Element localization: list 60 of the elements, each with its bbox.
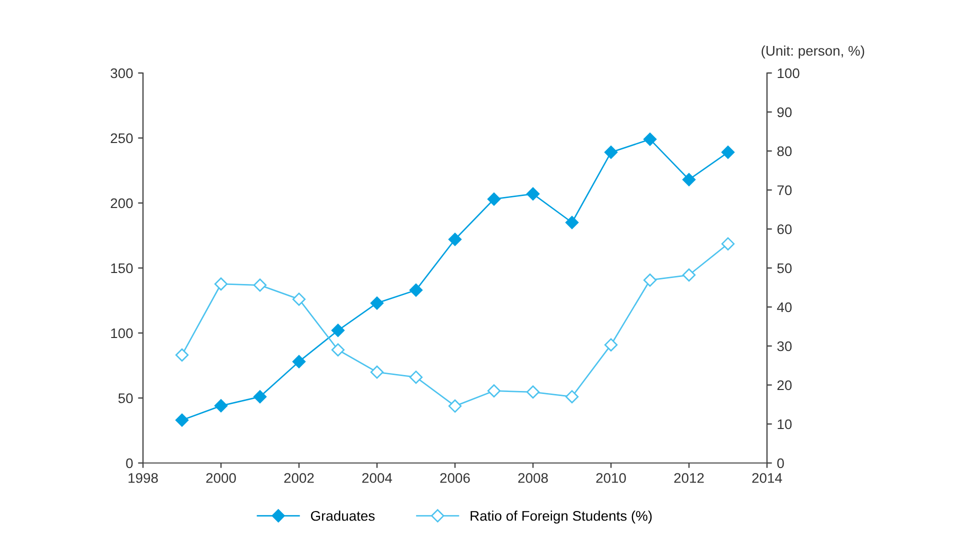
- y2-tick-label: 20: [777, 380, 792, 390]
- point: [370, 366, 384, 379]
- point: [721, 237, 735, 250]
- y2-tick-label: 80: [777, 146, 792, 156]
- x-tick-label: 2010: [596, 473, 626, 483]
- x-tick-label: 2012: [674, 473, 704, 483]
- x-tick-label: 2002: [284, 473, 314, 483]
- y-tick-label: 200: [110, 198, 133, 208]
- y2-tick-label: 30: [777, 341, 792, 352]
- point: [565, 216, 579, 230]
- y2-tick-label: 100: [778, 68, 800, 78]
- point: [643, 132, 657, 146]
- legend-label: Ratio of Foreign Students (%): [470, 510, 652, 524]
- point: [292, 355, 306, 368]
- point: [253, 278, 267, 292]
- point: [448, 232, 462, 246]
- point: [526, 187, 540, 200]
- x-tick-label: 2008: [518, 473, 548, 483]
- point: [331, 324, 345, 337]
- x-tick-label: 2000: [206, 473, 236, 483]
- point: [604, 146, 618, 159]
- point: [487, 192, 501, 206]
- point: [253, 390, 267, 404]
- x-tick-label: 2014: [752, 473, 782, 483]
- y2-tick-label: 90: [777, 107, 792, 118]
- text: (Unit: person, %): [762, 46, 864, 58]
- point: [409, 370, 423, 384]
- y2-tick-label: 60: [777, 224, 792, 234]
- y-tick-label: 50: [118, 393, 133, 404]
- y-tick-label: 150: [111, 263, 133, 274]
- y-tick-label: 250: [110, 133, 133, 144]
- y-tick-label: 300: [110, 68, 133, 78]
- point: [409, 284, 423, 297]
- y2-tick-label: 50: [777, 263, 792, 274]
- y-tick-label: 100: [111, 328, 133, 338]
- y2-tick-label: 10: [778, 419, 792, 430]
- point: [643, 274, 657, 287]
- y2-tick-label: 70: [777, 185, 792, 196]
- point: [175, 348, 189, 362]
- point: [682, 173, 696, 186]
- y2-tick-label: 40: [777, 302, 792, 312]
- point: [604, 338, 618, 352]
- point: [370, 296, 384, 310]
- point: [682, 268, 696, 282]
- x-tick-label: 2004: [362, 473, 392, 483]
- x-tick-label: 1998: [128, 473, 158, 483]
- point: [721, 146, 735, 159]
- y2-tick-label: 0: [777, 458, 784, 468]
- point: [292, 292, 306, 306]
- point: [331, 343, 345, 356]
- point: [214, 277, 228, 291]
- point: [565, 390, 579, 404]
- y-tick-label: 0: [126, 458, 133, 468]
- x-tick-label: 2006: [440, 473, 470, 483]
- point: [175, 414, 189, 427]
- point: [448, 399, 462, 413]
- point: [214, 399, 228, 412]
- point: [487, 384, 501, 398]
- point: [526, 385, 540, 399]
- legend-label: Graduates: [310, 510, 375, 521]
